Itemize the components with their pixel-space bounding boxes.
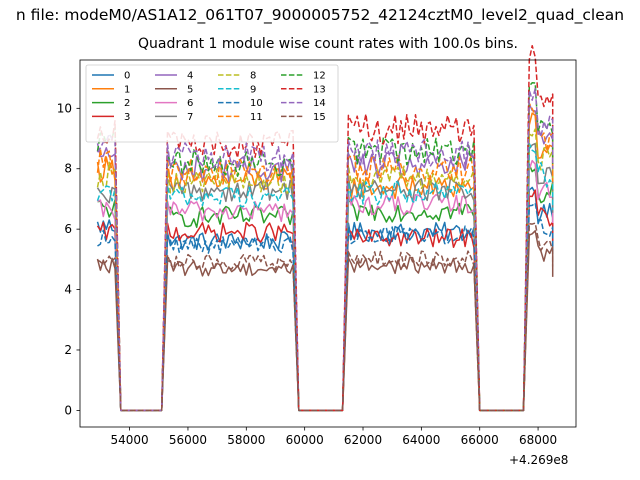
plot-frame [79, 59, 577, 428]
series-line-9 [96, 142, 554, 412]
x-tick-label: 64000 [402, 433, 440, 447]
legend-label-14: 14 [313, 98, 326, 109]
legend-label-0: 0 [124, 71, 130, 82]
series-line-15 [97, 222, 554, 412]
y-tick-label: 10 [57, 101, 72, 115]
x-tick-label: 68000 [519, 433, 557, 447]
legend-label-3: 3 [124, 112, 130, 123]
x-tick-label: 54000 [111, 433, 149, 447]
legend-label-5: 5 [187, 84, 193, 95]
series-line-11 [96, 102, 554, 412]
figure-suptitle: n file: modeM0/AS1A12_061T07_9000005752_… [15, 6, 625, 24]
y-tick-label: 0 [64, 403, 72, 417]
legend-label-13: 13 [313, 84, 326, 95]
x-tick-label: 56000 [169, 433, 207, 447]
legend-label-6: 6 [187, 98, 193, 109]
series-lines [96, 44, 554, 412]
legend-label-15: 15 [313, 112, 326, 123]
series-line-10 [97, 202, 554, 412]
x-tick-label: 66000 [461, 433, 499, 447]
legend-label-1: 1 [124, 84, 130, 95]
legend-label-2: 2 [124, 98, 130, 109]
series-line-14 [96, 87, 554, 412]
x-tick-label: 60000 [286, 433, 324, 447]
axes: 54000 56000 58000 60000 62000 64000 66000 68000… [57, 59, 577, 447]
y-tick-label: 4 [64, 283, 72, 297]
chart-title: Quadrant 1 module wise count rates with … [138, 36, 518, 52]
legend-label-4: 4 [187, 71, 193, 82]
x-tick-label: 58000 [227, 433, 265, 447]
legend-label-7: 7 [187, 112, 193, 123]
y-tick-label: 2 [64, 343, 72, 357]
y-tick-label: 6 [64, 222, 72, 236]
series-line-8 [96, 128, 554, 412]
x-tick-label: 62000 [344, 433, 382, 447]
legend-label-9: 9 [250, 84, 256, 95]
legend-label-12: 12 [313, 71, 326, 82]
legend-label-8: 8 [250, 71, 256, 82]
legend-label-10: 10 [250, 98, 263, 109]
legend-label-11: 11 [250, 112, 263, 123]
x-offset-label: +4.269e8 [509, 453, 569, 467]
legend-box [85, 64, 339, 143]
y-tick-label: 8 [64, 162, 72, 176]
